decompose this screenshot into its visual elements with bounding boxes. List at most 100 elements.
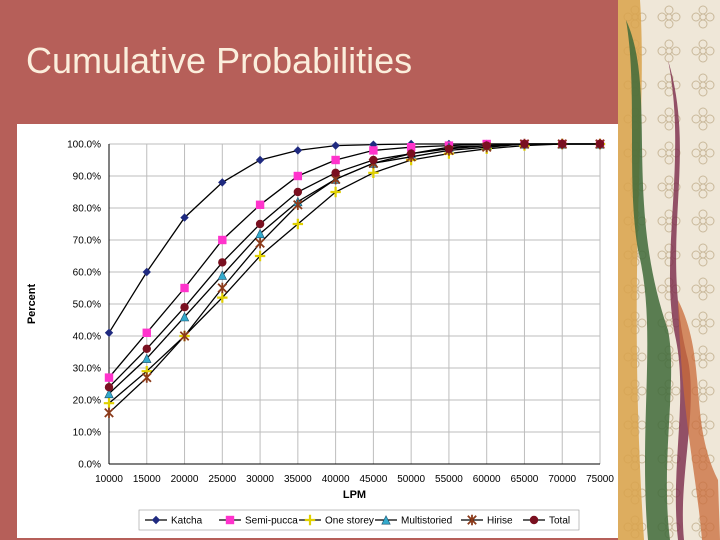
y-tick-label: 100.0% (67, 140, 101, 151)
series-line (108, 143, 600, 414)
data-point (444, 144, 454, 153)
y-axis-label: Percent (26, 283, 38, 324)
data-point (368, 167, 379, 178)
legend-marker (225, 515, 235, 525)
data-point (292, 218, 304, 230)
x-axis-label: LPM (343, 489, 366, 501)
data-point (255, 155, 265, 165)
data-point (142, 353, 152, 363)
series-katcha (104, 139, 605, 337)
y-tick-label: 10.0% (73, 428, 101, 439)
data-point (142, 328, 151, 337)
data-point (595, 139, 605, 149)
y-tick-label: 40.0% (73, 332, 101, 343)
slide-title: Cumulative Probabilities (26, 40, 413, 81)
x-tick-label: 20000 (171, 474, 199, 485)
legend-entry: Multistoried (375, 515, 452, 527)
x-tick-label: 25000 (208, 474, 236, 485)
x-tick-label: 10000 (95, 474, 123, 485)
data-point (180, 213, 189, 222)
legend-marker (304, 514, 316, 526)
data-point (330, 186, 341, 198)
floral-pattern-decoration (618, 0, 720, 540)
series-line (108, 143, 600, 404)
data-point (254, 250, 266, 262)
data-point (406, 149, 416, 158)
y-tick-label: 90.0% (73, 172, 101, 183)
legend-label: Semi-pucca (245, 516, 298, 527)
x-tick-label: 40000 (322, 474, 350, 485)
legend-label: Multistoried (401, 516, 452, 527)
legend-box (138, 509, 580, 531)
legend-label: Total (549, 516, 570, 527)
x-tick-label: 30000 (246, 474, 274, 485)
x-tick-label: 50000 (397, 474, 425, 485)
data-point (293, 146, 303, 155)
x-tick-label: 60000 (473, 474, 501, 485)
y-tick-label: 80.0% (73, 204, 101, 215)
legend: Katcha Semi-pucca One storey Multistoried Hi… (138, 509, 580, 531)
data-point (293, 199, 303, 210)
data-point (141, 372, 152, 383)
axes: 0.0% 10.0% 20.0% 30.0% 40.0% 50.0% 60.0% 70.0% 8… (67, 140, 614, 486)
series-line (108, 143, 600, 395)
series-multistoried (104, 139, 605, 399)
legend-label: Katcha (171, 516, 203, 527)
y-tick-label: 60.0% (73, 268, 101, 279)
y-tick-label: 0.0% (78, 460, 101, 471)
series-line (108, 143, 600, 388)
data-point (179, 330, 190, 342)
data-point (369, 155, 378, 165)
decorative-side-panel (618, 0, 720, 540)
x-tick-label: 15000 (133, 474, 161, 485)
data-point (255, 219, 265, 229)
y-tick-label: 30.0% (73, 364, 101, 375)
legend-marker (381, 515, 391, 525)
data-point (331, 155, 340, 165)
data-point (217, 292, 228, 303)
data-point (142, 344, 151, 353)
legend-marker (467, 514, 477, 526)
data-point (255, 228, 265, 239)
y-tick-label: 70.0% (73, 236, 101, 247)
x-tick-label: 35000 (284, 474, 312, 485)
x-tick-label: 75000 (586, 474, 614, 485)
data-point (142, 267, 151, 277)
data-point (369, 146, 378, 155)
y-tick-label: 20.0% (73, 396, 101, 407)
data-point (255, 200, 265, 209)
data-point (293, 187, 303, 197)
data-point (218, 178, 227, 187)
data-point (217, 270, 227, 280)
data-point (104, 373, 114, 382)
data-point (406, 143, 416, 152)
data-point (520, 139, 529, 149)
data-point (104, 388, 114, 399)
legend-label: One storey (325, 516, 374, 527)
data-point (180, 283, 189, 293)
x-tick-label: 45000 (359, 474, 387, 485)
data-point (558, 139, 567, 149)
data-point (331, 168, 340, 177)
series-lines (103, 138, 606, 418)
data-point (217, 282, 228, 294)
data-point (180, 303, 189, 312)
legend-entry: Katcha (145, 516, 203, 527)
legend-entry: One storey (299, 514, 374, 527)
legend-label: Hirise (487, 516, 513, 527)
series-hirise (104, 138, 605, 418)
x-tick-label: 55000 (435, 474, 463, 485)
data-point (218, 235, 227, 245)
legend-entry: Semi-pucca (219, 516, 298, 527)
legend-entry: Hirise (461, 514, 513, 527)
series-total (104, 139, 605, 392)
series-line (108, 143, 600, 379)
data-point (482, 141, 491, 150)
data-point (293, 171, 303, 181)
data-point (218, 258, 227, 267)
x-tick-label: 70000 (548, 474, 576, 485)
x-tick-label: 65000 (511, 474, 539, 485)
data-point (104, 407, 114, 418)
data-point (104, 383, 114, 392)
data-point (179, 311, 190, 322)
